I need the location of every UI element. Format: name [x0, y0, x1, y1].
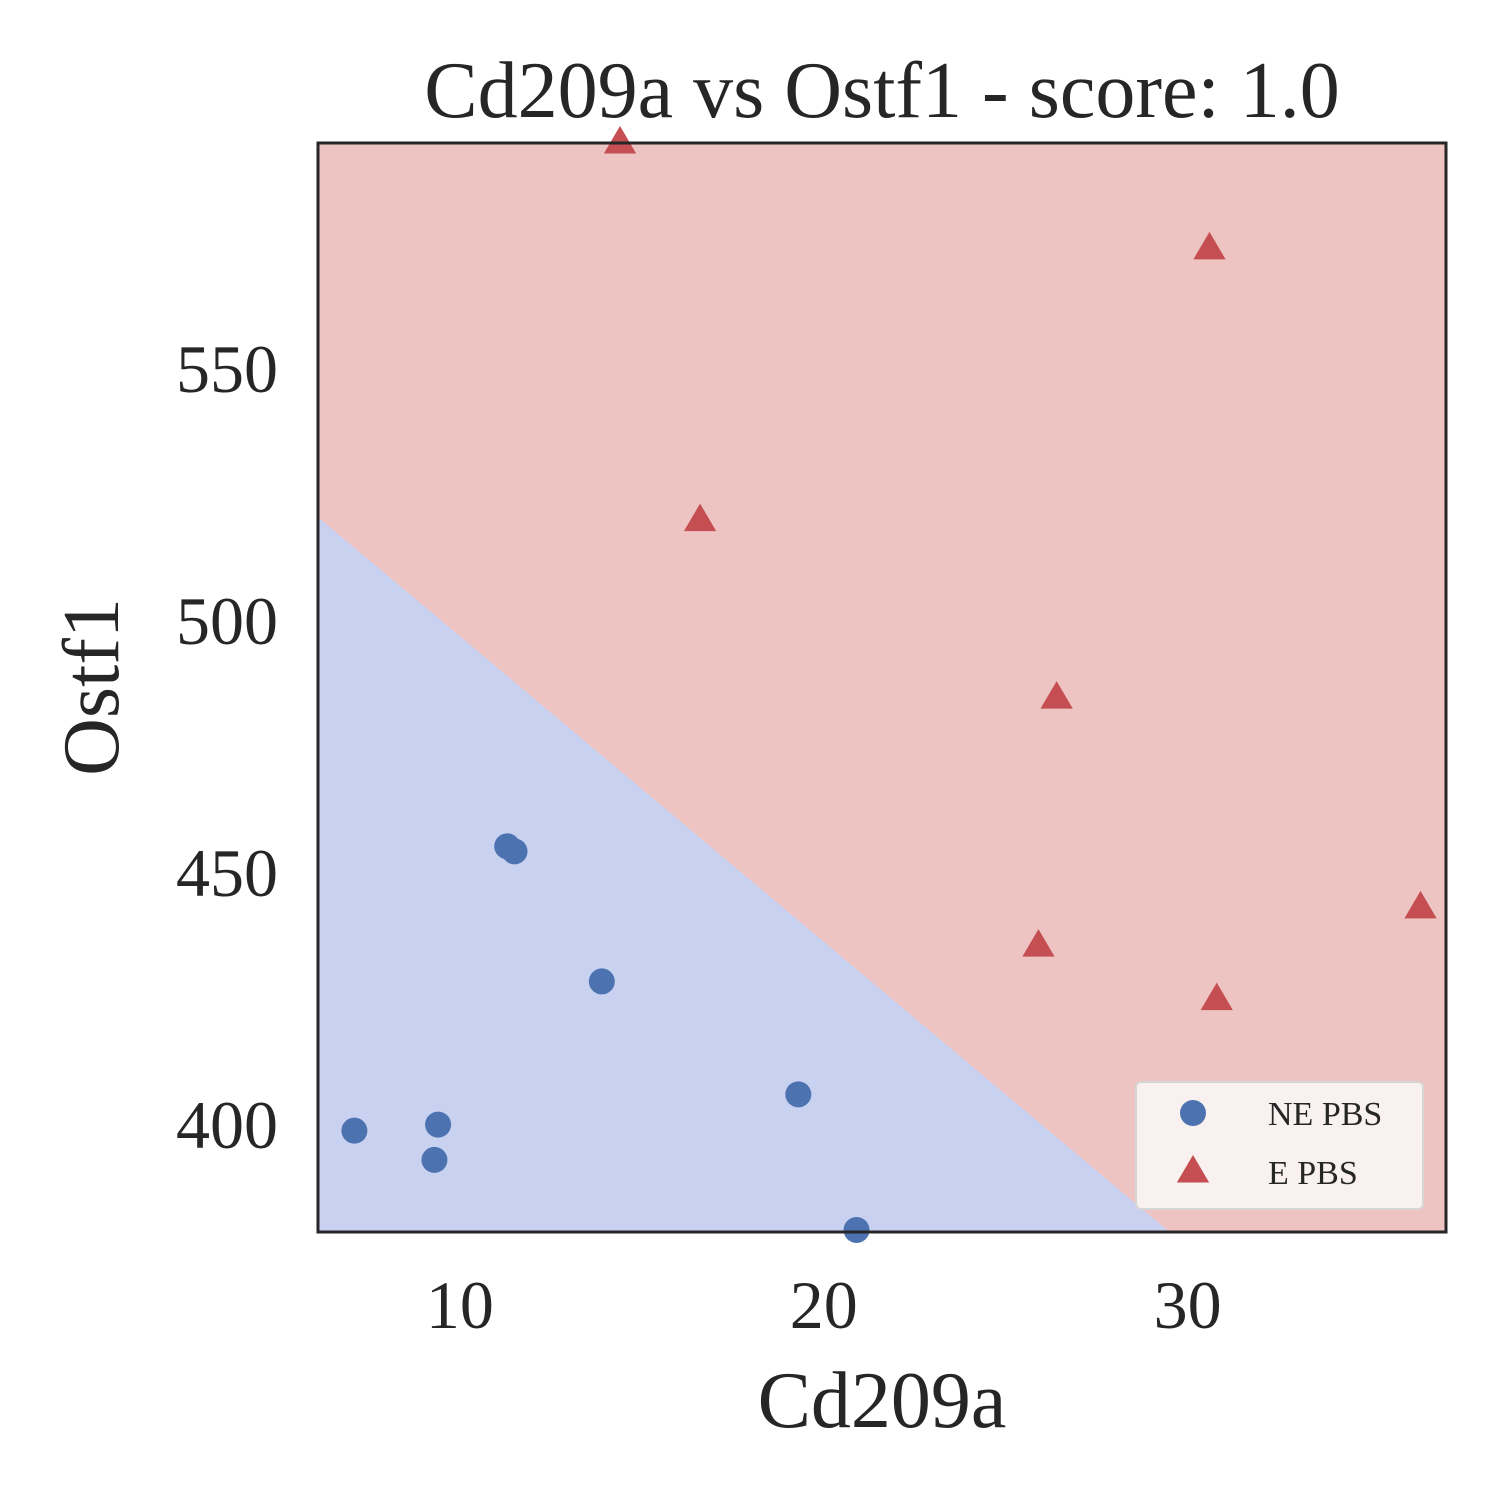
legend-label: E PBS — [1268, 1155, 1358, 1192]
y-tick-label: 500 — [176, 583, 278, 659]
x-tick-label: 30 — [1154, 1267, 1222, 1343]
point-ne-pbs — [421, 1146, 448, 1173]
y-axis-label: Ostf1 — [48, 598, 136, 776]
y-tick-label: 550 — [176, 331, 278, 407]
legend: NE PBS E PBS — [1135, 1081, 1424, 1210]
y-tick-label: 450 — [176, 835, 278, 911]
point-ne-pbs — [843, 1216, 870, 1243]
legend-box — [1135, 1081, 1424, 1210]
point-e-pbs — [1200, 982, 1233, 1011]
point-e-pbs — [1022, 929, 1055, 957]
point-e-pbs — [683, 503, 717, 532]
decision-regions — [318, 143, 1446, 1232]
point-ne-pbs — [501, 838, 528, 865]
data-points — [341, 126, 1437, 1243]
legend-marker-e-pbs — [1176, 1155, 1210, 1183]
point-e-pbs — [603, 126, 637, 154]
x-tick-label: 20 — [790, 1267, 858, 1343]
y-tick-label: 400 — [176, 1087, 278, 1163]
x-axis-label: Cd209a — [758, 1357, 1007, 1445]
y-axis-ticks: 400 450 500 550 — [176, 331, 278, 1163]
point-e-pbs — [1040, 681, 1073, 709]
x-axis-ticks: 10 20 30 — [426, 1267, 1222, 1343]
point-ne-pbs — [341, 1117, 368, 1144]
legend-label: NE PBS — [1268, 1096, 1382, 1133]
point-ne-pbs — [425, 1111, 452, 1138]
point-ne-pbs — [785, 1081, 812, 1108]
point-e-pbs — [1404, 890, 1437, 919]
point-e-pbs — [1193, 231, 1226, 260]
plot-frame — [316, 141, 1448, 1234]
chart-title: Cd209a vs Ostf1 - score: 1.0 — [424, 47, 1339, 135]
x-tick-label: 10 — [426, 1267, 494, 1343]
region-below — [318, 517, 1170, 1232]
legend-marker-ne-pbs — [1180, 1100, 1206, 1126]
point-ne-pbs — [588, 968, 615, 995]
